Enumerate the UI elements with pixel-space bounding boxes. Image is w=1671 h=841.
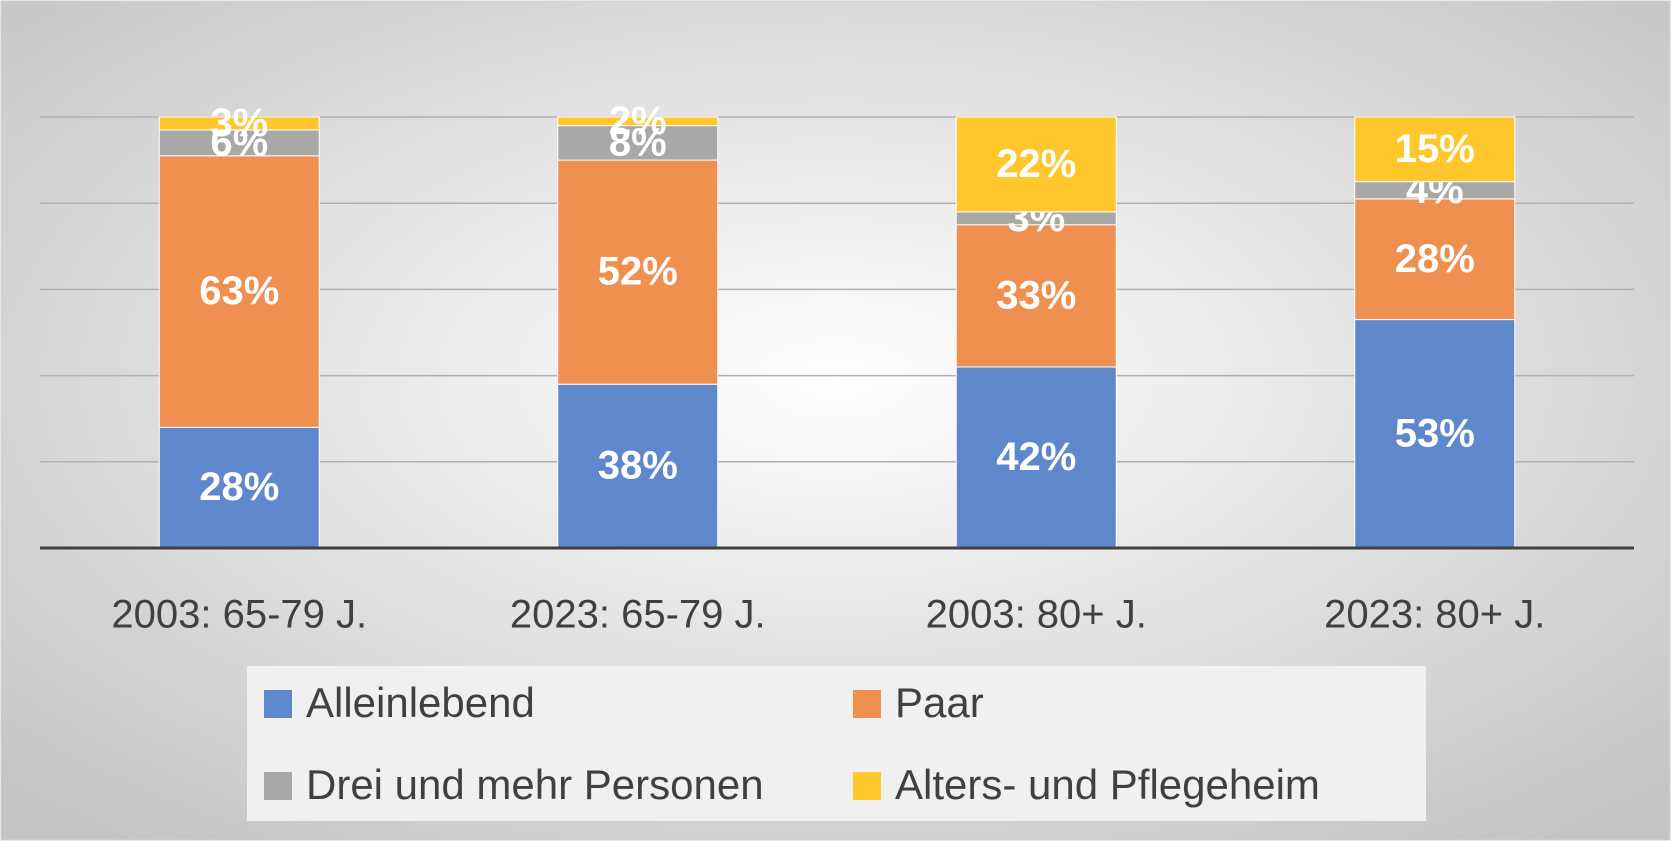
legend-box	[247, 666, 1426, 821]
bar-segment	[158, 116, 320, 131]
data-label: 52%	[598, 250, 678, 294]
bar-segment	[1354, 116, 1516, 183]
legend-swatch	[264, 772, 292, 800]
bar-segment	[1354, 319, 1516, 549]
data-label: 53%	[1395, 411, 1475, 455]
x-tick-label: 2003: 80+ J.	[926, 593, 1147, 637]
bar-segment	[557, 116, 719, 127]
bar-segment	[955, 116, 1117, 213]
data-label: 38%	[598, 444, 678, 488]
data-label: 3%	[210, 101, 268, 145]
bar-segment	[557, 383, 719, 549]
bar-segment	[955, 366, 1117, 549]
data-label: 33%	[996, 273, 1076, 317]
data-label: 28%	[199, 465, 279, 509]
x-tick-label: 2023: 65-79 J.	[510, 593, 766, 637]
legend-swatch	[853, 690, 881, 718]
bar-segment	[557, 159, 719, 385]
data-label: 22%	[996, 142, 1076, 186]
data-label: 8%	[609, 120, 667, 164]
legend-swatch	[264, 690, 292, 718]
bar-segment	[1354, 198, 1516, 321]
data-label: 15%	[1395, 127, 1475, 171]
legend-swatch	[853, 772, 881, 800]
legend-label: Alleinlebend	[306, 679, 535, 726]
bar-segment	[955, 224, 1117, 368]
legend-label: Drei und mehr Personen	[306, 761, 764, 808]
bar-segment	[158, 129, 320, 157]
bar-segment	[158, 155, 320, 428]
x-tick-label: 2023: 80+ J.	[1324, 593, 1545, 637]
legend-label: Paar	[895, 679, 984, 726]
data-label: 42%	[996, 435, 1076, 479]
data-label: 2%	[609, 99, 667, 143]
x-tick-label: 2003: 65-79 J.	[111, 593, 367, 637]
data-label: 63%	[199, 269, 279, 313]
legend-label: Alters- und Pflegeheim	[895, 761, 1320, 808]
data-label: 28%	[1395, 237, 1475, 281]
